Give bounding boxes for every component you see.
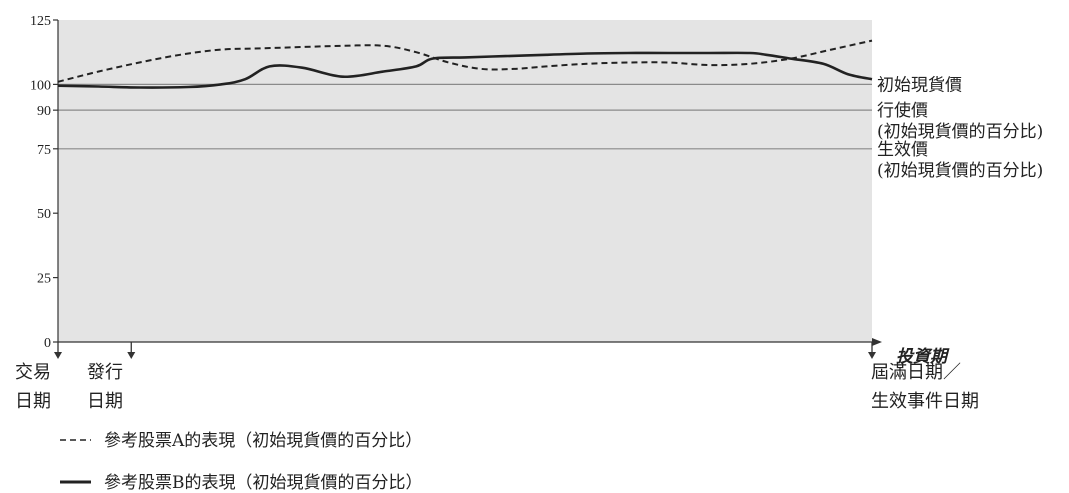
- reference-label-90-1: (初始現貨價的百分比): [877, 122, 1043, 142]
- x-axis-arrow: [872, 338, 882, 346]
- x-marker-label-1-0: 發行: [87, 362, 123, 383]
- x-marker-label-2-1: 生效事件日期: [871, 391, 979, 412]
- y-tick-label-25: 25: [37, 272, 51, 287]
- legend-label-b: 參考股票B的表現（初始現貨價的百分比）: [104, 473, 423, 493]
- x-marker-label-0-0: 交易: [15, 362, 51, 383]
- y-axis: 0 25 50 75 90 100 125: [30, 14, 59, 351]
- x-marker-arrow-1: [127, 352, 136, 359]
- y-tick-label-0: 0: [44, 336, 51, 351]
- series-line-a: [57, 39, 873, 83]
- series-layer: [57, 39, 873, 89]
- x-marker-label-0-1: 日期: [15, 391, 51, 412]
- reference-label-90-0: 行使價: [877, 100, 928, 121]
- reference-label-100-0: 初始現貨價: [877, 75, 962, 95]
- reference-label-75-1: (初始現貨價的百分比): [877, 161, 1043, 181]
- x-marker-arrow-2: [868, 352, 876, 359]
- y-tick-label-75: 75: [37, 143, 51, 158]
- y-tick-label-50: 50: [37, 207, 51, 222]
- series-line-b: [57, 51, 873, 89]
- plot-area: [58, 20, 872, 342]
- y-tick-label-100: 100: [30, 78, 51, 93]
- legend: 參考股票A的表現（初始現貨價的百分比） 參考股票B的表現（初始現貨價的百分比）: [60, 431, 423, 493]
- x-axis: [58, 338, 882, 346]
- x-marker-arrow-0: [54, 352, 62, 359]
- legend-label-a: 參考股票A的表現（初始現貨價的百分比）: [104, 431, 422, 451]
- y-tick-label-125: 125: [30, 14, 51, 29]
- reference-label-75-0: 生效價: [877, 140, 928, 160]
- reference-lines: [58, 83, 872, 150]
- x-axis-title: 投資期: [896, 347, 950, 367]
- y-tick-label-90: 90: [37, 104, 51, 119]
- x-marker-label-2-0: 屆滿日期／: [871, 362, 961, 383]
- x-marker-label-1-1: 日期: [87, 391, 123, 412]
